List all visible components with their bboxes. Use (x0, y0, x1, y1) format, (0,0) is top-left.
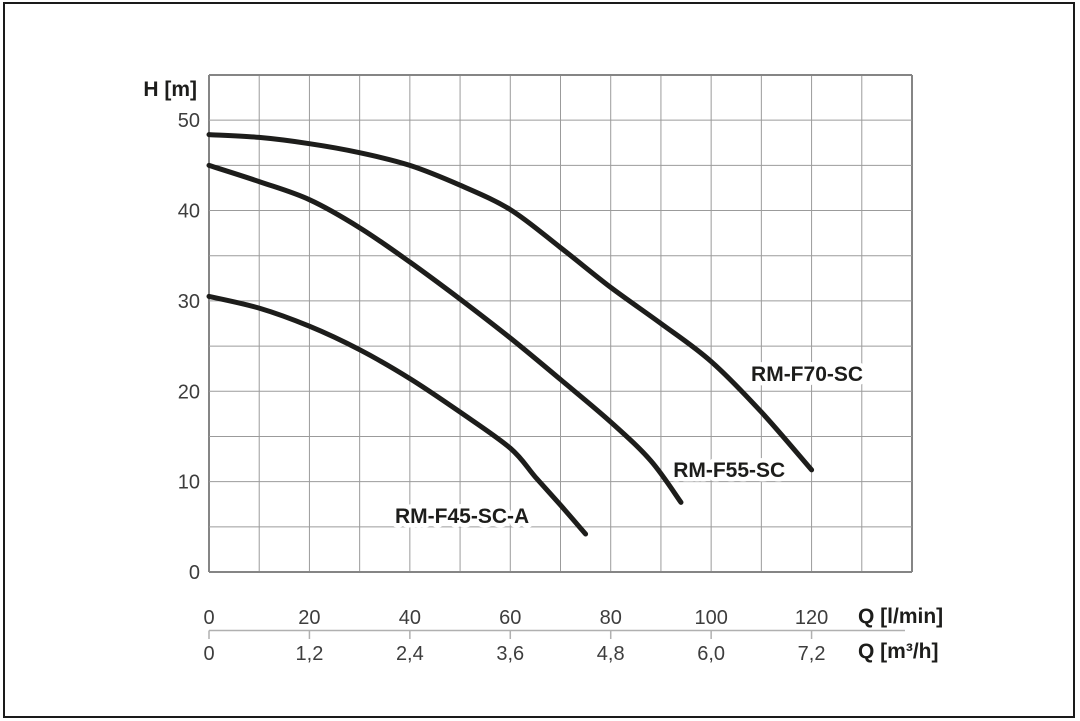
pump-curve-rm-f45-sc-a (206, 293, 589, 537)
x-axis-secondary-tick-label: 2,4 (396, 643, 424, 665)
curve-label-rm-f70-sc: RM-F70-SC (751, 363, 863, 386)
x-axis-primary-tick-label: 0 (203, 607, 214, 629)
curve-label-rm-f55-sc: RM-F55-SC (673, 459, 785, 482)
x-axis-secondary-tick-label: 0 (203, 643, 214, 665)
x-axis-secondary-tick-label: 4,8 (597, 643, 625, 665)
y-axis-tick-label: 40 (178, 201, 200, 223)
y-axis-tick-label: 10 (178, 472, 200, 494)
y-axis-tick-label: 30 (178, 291, 200, 313)
x-axis-secondary-tick-label: 1,2 (296, 643, 324, 665)
y-axis-tick-label: 20 (178, 381, 200, 403)
x-axis-primary-tick-label: 100 (694, 607, 727, 629)
y-axis-tick-label: 0 (189, 562, 200, 584)
x-axis-secondary-tick-label: 7,2 (798, 643, 826, 665)
pump-curve-rm-f70-sc (206, 132, 815, 473)
x-axis-primary-title: Q [l/min] (858, 605, 944, 628)
y-axis-tick-label: 50 (178, 110, 200, 132)
y-axis-title: H [m] (143, 78, 197, 101)
x-axis-primary-tick-label: 60 (499, 607, 521, 629)
x-axis-primary-tick-label: 120 (795, 607, 828, 629)
x-axis-secondary-title: Q [m³/h] (858, 640, 939, 663)
curve-label-rm-f45-sc-a: RM-F45-SC-A (395, 505, 529, 528)
x-axis-primary-tick-label: 20 (298, 607, 320, 629)
pump-curve-rm-f55-sc (206, 162, 684, 505)
x-axis-primary-tick-label: 80 (600, 607, 622, 629)
x-axis-secondary-tick-label: 3,6 (496, 643, 524, 665)
x-axis-primary-tick-label: 40 (399, 607, 421, 629)
x-axis-secondary-tick-label: 6,0 (697, 643, 725, 665)
